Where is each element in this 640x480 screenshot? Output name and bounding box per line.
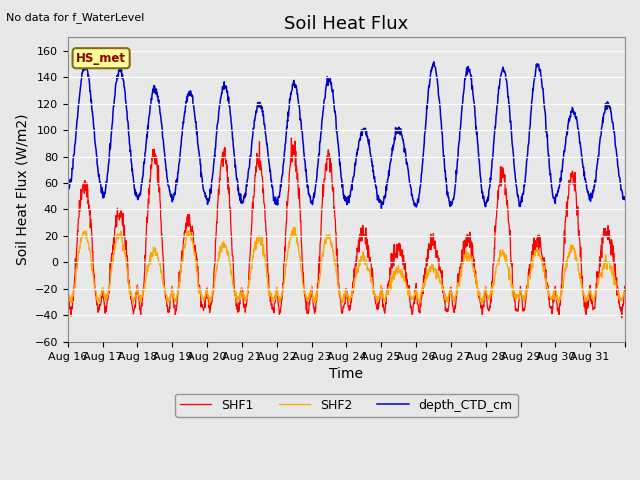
SHF2 [560, 273, 568, 279]
Line: depth_CTD_cm: depth_CTD_cm [68, 62, 625, 209]
SHF2 [614, 291, 622, 297]
SHF1 [618, 315, 625, 321]
SHF2 [621, 288, 629, 294]
depth_CTD_cm [430, 59, 438, 65]
depth_CTD_cm [621, 196, 629, 202]
depth_CTD_cm [332, 113, 340, 119]
SHF1 [560, 252, 568, 257]
Legend: SHF1, SHF2, depth_CTD_cm: SHF1, SHF2, depth_CTD_cm [175, 394, 518, 417]
SHF2 [64, 287, 72, 293]
SHF1 [614, 288, 622, 294]
SHF1 [151, 160, 159, 166]
SHF1 [322, 162, 330, 168]
depth_CTD_cm [151, 90, 159, 96]
SHF2 [333, 270, 340, 276]
Line: SHF1: SHF1 [68, 138, 625, 318]
SHF1 [621, 288, 629, 293]
SHF2 [205, 302, 213, 308]
SHF2 [290, 224, 298, 230]
Text: No data for f_WaterLevel: No data for f_WaterLevel [6, 12, 145, 23]
depth_CTD_cm [479, 189, 486, 194]
Title: Soil Heat Flux: Soil Heat Flux [284, 15, 408, 33]
depth_CTD_cm [321, 95, 329, 101]
Line: SHF2: SHF2 [68, 227, 625, 305]
SHF1 [478, 309, 486, 315]
SHF2 [322, 240, 330, 246]
SHF1 [64, 279, 72, 285]
SHF2 [479, 298, 486, 304]
SHF1 [332, 229, 340, 235]
depth_CTD_cm [614, 167, 622, 172]
depth_CTD_cm [378, 206, 385, 212]
Y-axis label: Soil Heat Flux (W/m2): Soil Heat Flux (W/m2) [15, 114, 29, 265]
X-axis label: Time: Time [330, 367, 364, 381]
SHF2 [151, 249, 159, 255]
depth_CTD_cm [560, 148, 568, 154]
depth_CTD_cm [64, 187, 72, 192]
SHF1 [287, 135, 295, 141]
Text: HS_met: HS_met [76, 52, 126, 65]
